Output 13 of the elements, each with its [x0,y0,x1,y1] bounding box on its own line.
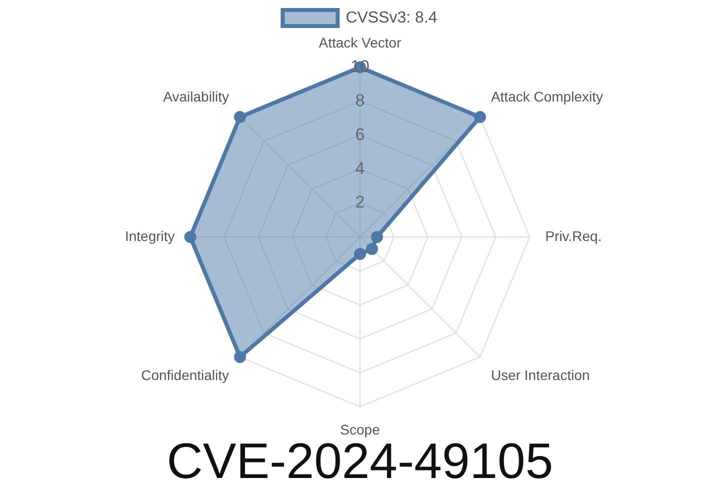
y-tick-label: 10 [350,56,370,76]
spoke-label: User Interaction [490,367,590,384]
spoke-label: Integrity [124,228,175,244]
y-tick-label: 8 [355,90,365,110]
spoke-label: Attack Vector [318,34,402,50]
spoke-label: Priv.Req. [545,228,602,244]
y-tick-label: 4 [355,158,365,178]
spoke-label: Attack Complexity [490,88,604,105]
spoke-label: Confidentiality [141,367,230,384]
y-tick-label: 6 [355,124,365,144]
y-tick-label: 2 [355,192,365,212]
legend-label: CVSSv3: 8.4 [346,9,438,26]
spoke-label: Availability [163,88,230,105]
